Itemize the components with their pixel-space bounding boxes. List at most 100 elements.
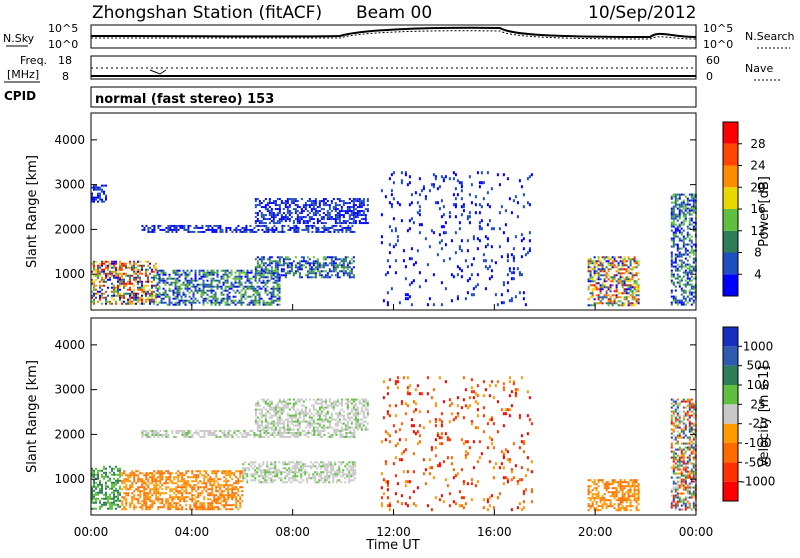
data-cell (265, 198, 267, 200)
data-cell (255, 276, 257, 278)
data-cell (189, 430, 191, 432)
data-cell (681, 302, 683, 304)
data-cell (279, 427, 281, 429)
data-cell (185, 284, 187, 286)
data-cell (483, 253, 485, 256)
data-cell (675, 234, 677, 236)
data-cell (267, 264, 269, 266)
data-cell (693, 196, 695, 198)
data-cell (235, 304, 237, 306)
data-cell (309, 206, 311, 208)
data-cell (357, 216, 359, 218)
data-cell (299, 218, 301, 220)
data-cell (109, 301, 111, 303)
data-cell (291, 421, 293, 423)
data-cell (187, 229, 189, 231)
data-cell (261, 436, 263, 438)
data-cell (261, 399, 263, 401)
data-cell (167, 434, 169, 436)
data-cell (217, 478, 219, 480)
data-cell (592, 260, 594, 262)
data-cell (349, 430, 351, 432)
data-cell (331, 436, 333, 438)
data-cell (353, 210, 355, 212)
data-cell (203, 286, 205, 288)
data-cell (109, 496, 111, 498)
data-cell (323, 415, 325, 417)
data-cell (287, 218, 289, 220)
data-cell (283, 270, 285, 272)
data-cell (267, 208, 269, 210)
data-cell (241, 302, 243, 304)
data-cell (273, 429, 275, 431)
data-cell (181, 296, 183, 298)
data-cell (135, 498, 137, 500)
data-cell (671, 292, 673, 294)
data-cell (335, 229, 337, 231)
data-cell (147, 472, 149, 474)
data-cell (93, 482, 95, 484)
data-cell (229, 276, 231, 278)
data-cell (131, 283, 133, 285)
data-cell (616, 302, 618, 304)
data-cell (305, 227, 307, 229)
data-cell (295, 218, 297, 220)
data-cell (205, 284, 207, 286)
data-cell (187, 430, 189, 432)
data-cell (303, 260, 305, 262)
data-cell (495, 293, 497, 296)
data-cell (351, 218, 353, 220)
data-cell (269, 218, 271, 220)
data-cell (324, 477, 326, 479)
data-cell (346, 467, 348, 469)
data-cell (163, 272, 165, 274)
data-cell (275, 214, 277, 216)
data-cell (235, 492, 237, 494)
data-cell (197, 508, 199, 510)
data-cell (342, 473, 344, 475)
data-cell (153, 490, 155, 492)
data-cell (355, 198, 357, 200)
data-cell (313, 419, 315, 421)
data-cell (297, 216, 299, 218)
data-cell (258, 481, 260, 483)
data-cell (273, 300, 275, 302)
data-cell (243, 227, 245, 229)
data-cell (135, 281, 137, 283)
data-cell (295, 417, 297, 419)
data-cell (251, 288, 253, 290)
data-cell (602, 288, 604, 290)
data-cell (201, 284, 203, 286)
data-cell (341, 229, 343, 231)
data-cell (335, 210, 337, 212)
data-cell (231, 498, 233, 500)
data-cell (321, 405, 323, 407)
data-cell (265, 262, 267, 264)
data-cell (277, 425, 279, 427)
data-cell (255, 415, 257, 417)
data-cell (191, 486, 193, 488)
data-cell (191, 282, 193, 284)
data-cell (305, 266, 307, 268)
data-cell (335, 274, 337, 276)
data-cell (173, 278, 175, 280)
data-cell (245, 276, 247, 278)
data-cell (109, 508, 111, 510)
data-cell (133, 265, 135, 267)
data-cell (185, 484, 187, 486)
data-cell (257, 401, 259, 403)
data-cell (675, 268, 677, 270)
data-cell (265, 401, 267, 403)
data-cell (317, 206, 319, 208)
data-cell (149, 488, 151, 490)
data-cell (636, 260, 638, 262)
data-cell (125, 492, 127, 494)
data-cell (324, 467, 326, 469)
data-cell (681, 294, 683, 296)
data-cell (310, 477, 312, 479)
data-cell (101, 486, 103, 488)
data-cell (513, 199, 515, 202)
data-cell (273, 290, 275, 292)
data-cell (193, 302, 195, 304)
data-cell (283, 208, 285, 210)
